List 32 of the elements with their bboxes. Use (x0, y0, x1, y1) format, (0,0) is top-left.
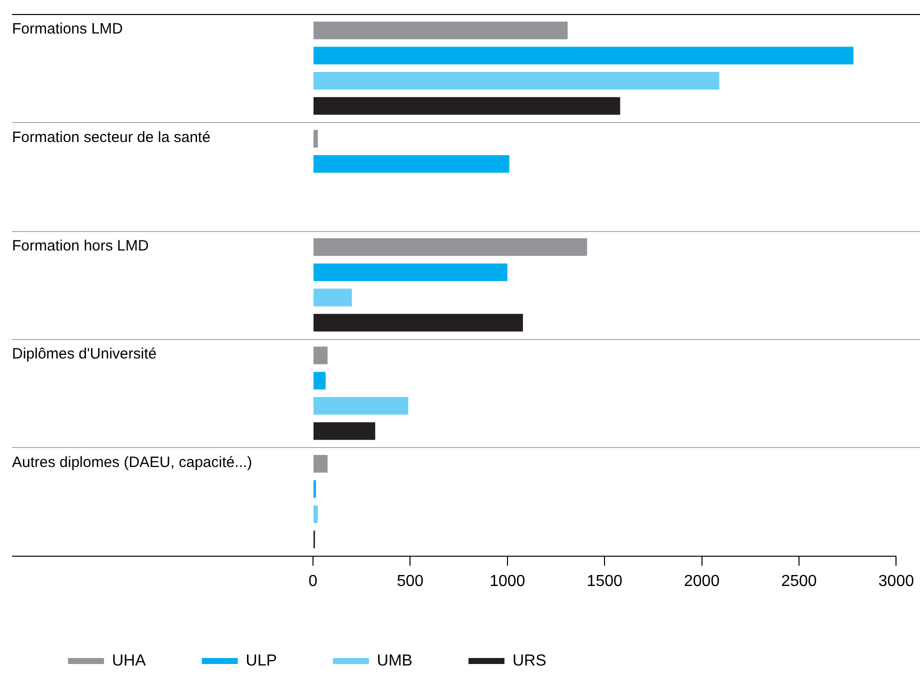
bar (314, 72, 720, 90)
y-tick-label: Formations LMD (12, 20, 124, 38)
bar (314, 314, 523, 332)
bar (314, 22, 568, 40)
legend-label: ULP (246, 652, 277, 670)
y-tick-label: Autres diplomes (DAEU, capacité...) (12, 454, 252, 472)
x-tick-label: 1000 (490, 572, 526, 590)
x-tick-label: 2000 (684, 572, 720, 590)
y-tick-label: Formation hors LMD (12, 237, 149, 254)
x-tick-label: 500 (396, 572, 424, 590)
bar (314, 238, 588, 256)
legend-label: UHA (112, 652, 146, 670)
bar (314, 372, 326, 390)
x-tick-label: 2500 (781, 572, 817, 590)
x-tick-label: 1500 (586, 572, 622, 590)
legend-label: UMB (376, 652, 412, 670)
bar (314, 422, 376, 440)
bar (314, 46, 854, 64)
bar (314, 346, 328, 364)
bar (314, 455, 328, 473)
bar (314, 505, 318, 524)
y-tick-label: Diplômes d'Université (12, 346, 157, 363)
bar (314, 288, 352, 306)
bar (314, 130, 318, 148)
x-tick-label: 0 (308, 572, 318, 590)
bar (314, 263, 508, 282)
bar (314, 397, 408, 415)
y-tick-label: Formation secteur de la santé (12, 129, 210, 146)
legend-label: URS (512, 652, 546, 670)
bar (314, 97, 620, 115)
x-tick-label: 3000 (878, 572, 914, 590)
bar (314, 155, 510, 173)
